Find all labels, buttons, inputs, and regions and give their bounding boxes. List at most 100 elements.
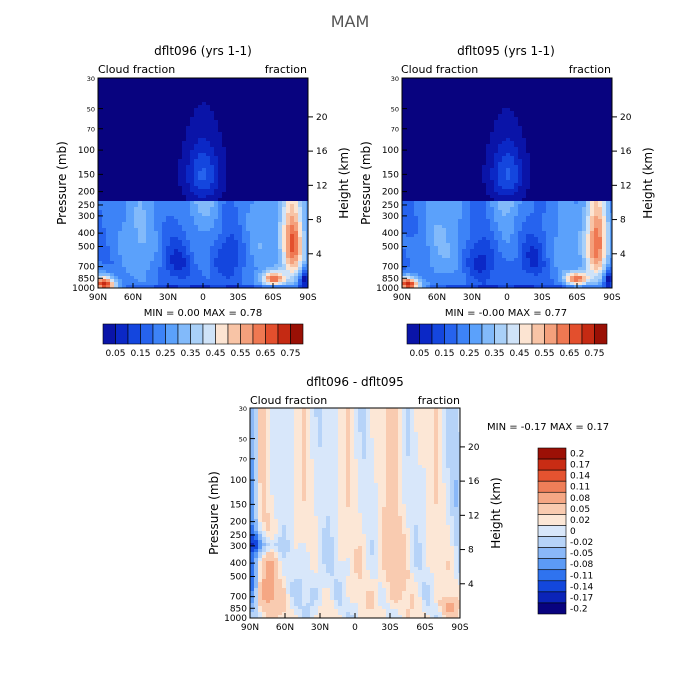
heatmap-cell (162, 120, 167, 124)
heatmap-cell (102, 285, 107, 289)
heatmap-cell (110, 102, 115, 106)
heatmap-cell (146, 153, 151, 157)
heatmap-cell (546, 114, 551, 118)
heatmap-cell (278, 171, 283, 175)
heatmap-cell (278, 273, 283, 277)
heatmap-cell (250, 249, 255, 253)
heatmap-cell (466, 99, 471, 103)
heatmap-cell (482, 96, 487, 100)
heatmap-cell (594, 123, 599, 127)
heatmap-cell (262, 159, 267, 163)
heatmap-cell (286, 222, 291, 226)
heatmap-cell (270, 276, 275, 280)
heatmap-cell (194, 135, 199, 139)
heatmap-cell (110, 228, 115, 232)
heatmap-cell (610, 129, 613, 133)
heatmap-cell (414, 123, 419, 127)
heatmap-cell (258, 78, 263, 82)
heatmap-cell (182, 132, 187, 136)
heatmap-cell (142, 168, 147, 172)
heatmap-cell (222, 138, 227, 142)
heatmap-cell (282, 192, 287, 196)
heatmap-cell (134, 177, 139, 181)
heatmap-cell (594, 132, 599, 136)
heatmap-cell (150, 177, 155, 181)
heatmap-cell (414, 105, 419, 109)
heatmap-cell (574, 120, 579, 124)
heatmap-cell (250, 258, 255, 262)
heatmap-cell (598, 147, 603, 151)
heatmap-cell (254, 192, 259, 196)
heatmap-cell (146, 279, 151, 283)
heatmap-cell (234, 261, 239, 265)
heatmap-cell (606, 81, 611, 85)
heatmap-cell (110, 171, 115, 175)
heatmap-cell (174, 135, 179, 139)
stats-text: MIN = 0.00 MAX = 0.78 (144, 308, 263, 319)
heatmap-cell (250, 153, 255, 157)
heatmap-cell (242, 210, 247, 214)
heatmap-cell (102, 276, 107, 280)
heatmap-cell (514, 114, 519, 118)
heatmap-cell (98, 90, 103, 94)
heatmap-cell (238, 213, 243, 217)
heatmap-cell (206, 255, 211, 259)
heatmap-cell (230, 93, 235, 97)
heatmap-cell (574, 126, 579, 130)
heatmap-cell (110, 249, 115, 253)
heatmap-cell (498, 90, 503, 94)
heatmap-cell (494, 141, 499, 145)
heatmap-cell (278, 138, 283, 142)
heatmap-cell (114, 165, 119, 169)
heatmap-cell (550, 96, 555, 100)
heatmap-cell (238, 102, 243, 106)
heatmap-cell (414, 120, 419, 124)
heatmap-cell (506, 135, 511, 139)
heatmap-cell (502, 108, 507, 112)
heatmap-cell (274, 276, 279, 280)
heatmap-cell (98, 102, 103, 106)
heatmap-cell (110, 183, 115, 187)
heatmap-cell (186, 216, 191, 220)
heatmap-cell (186, 138, 191, 142)
heatmap-cell (114, 228, 119, 232)
heatmap-cell (134, 255, 139, 259)
heatmap-cell (242, 195, 247, 199)
heatmap-cell (126, 267, 131, 271)
heatmap-cell (146, 150, 151, 154)
heatmap-cell (138, 207, 143, 211)
heatmap-cell (282, 282, 287, 286)
heatmap-cell (254, 147, 259, 151)
heatmap-cell (178, 264, 183, 268)
heatmap-cell (534, 81, 539, 85)
heatmap-cell (226, 114, 231, 118)
heatmap-cell (122, 99, 127, 103)
heatmap-cell (502, 99, 507, 103)
heatmap-cell (222, 150, 227, 154)
heatmap-cell (142, 264, 147, 268)
heatmap-cell (174, 243, 179, 247)
heatmap-cell (282, 78, 287, 82)
heatmap-cell (514, 147, 519, 151)
heatmap-cell (214, 135, 219, 139)
heatmap-cell (474, 84, 479, 88)
heatmap-cell (198, 261, 203, 265)
heatmap-cell (162, 168, 167, 172)
heatmap-cell (210, 192, 215, 196)
heatmap-cell (254, 249, 259, 253)
heatmap-cell (98, 207, 103, 211)
heatmap-cell (118, 108, 123, 112)
heatmap-cell (198, 174, 203, 178)
heatmap-cell (278, 240, 283, 244)
heatmap-cell (170, 159, 175, 163)
heatmap-cell (606, 111, 611, 115)
heatmap-cell (302, 102, 307, 106)
heatmap-cell (230, 102, 235, 106)
heatmap-cell (206, 105, 211, 109)
heatmap-cell (154, 177, 159, 181)
heatmap-cell (462, 123, 467, 127)
heatmap-cell (230, 240, 235, 244)
heatmap-cell (290, 126, 295, 130)
heatmap-cell (246, 222, 251, 226)
heatmap-cell (162, 144, 167, 148)
